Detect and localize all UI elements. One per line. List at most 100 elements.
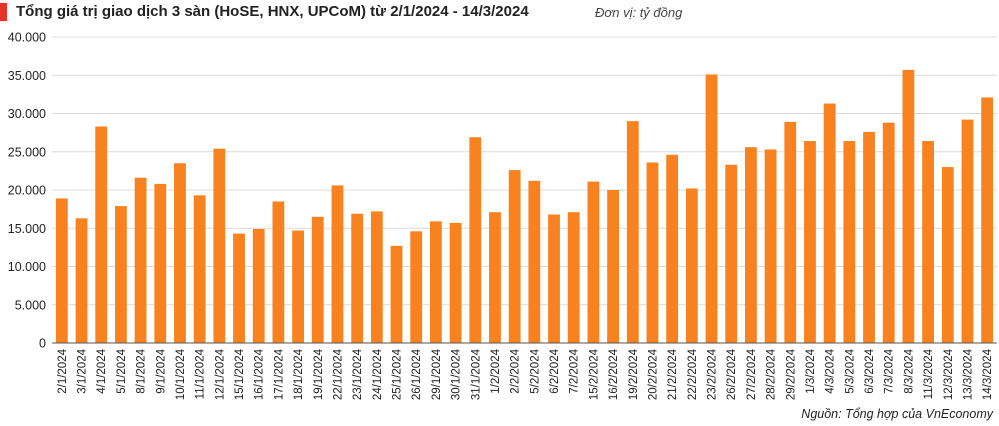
y-axis-tick-labels: 0 5.000 10.000 15.000 20.000 25.000 30.000 35.0… xyxy=(8,31,46,351)
x-tick-label: 15/2/2024 xyxy=(588,348,600,400)
x-tick-label: 19/2/2024 xyxy=(628,348,640,400)
grid-lines xyxy=(52,36,997,306)
x-tick-label: 19/1/2024 xyxy=(313,348,325,400)
y-tick-label: 25.000 xyxy=(8,145,46,159)
x-tick-label: 6/3/2024 xyxy=(864,348,876,393)
bar xyxy=(863,131,875,343)
accent-bar xyxy=(0,3,7,21)
bar xyxy=(252,229,265,343)
x-tick-label: 15/1/2024 xyxy=(234,348,246,400)
x-tick-label: 16/1/2024 xyxy=(254,348,266,400)
bar xyxy=(390,245,403,343)
bar xyxy=(95,126,108,343)
bar xyxy=(331,185,344,343)
x-tick-label: 4/3/2024 xyxy=(825,348,837,393)
x-tick-label: 29/2/2024 xyxy=(785,348,797,400)
bar xyxy=(311,216,324,343)
bar xyxy=(764,149,777,343)
bar xyxy=(961,119,974,344)
x-tick-label: 2/1/2024 xyxy=(57,348,69,393)
bar xyxy=(449,222,462,343)
x-tick-label: 14/3/2024 xyxy=(982,348,994,400)
bar xyxy=(548,214,560,343)
bar xyxy=(784,121,797,343)
bar xyxy=(370,211,383,343)
chart-title: Tổng giá trị giao dịch 3 sàn (HoSE, HNX,… xyxy=(16,3,529,20)
y-tick-label: 40.000 xyxy=(8,31,46,45)
bar xyxy=(154,183,167,343)
bar xyxy=(804,141,816,343)
x-tick-label: 17/1/2024 xyxy=(273,348,285,400)
x-tick-label: 23/2/2024 xyxy=(707,348,719,400)
x-tick-label: 8/3/2024 xyxy=(903,348,915,393)
bar xyxy=(469,137,482,343)
chart-header: Tổng giá trị giao dịch 3 sàn (HoSE, HNX,… xyxy=(0,0,999,26)
x-tick-label: 31/1/2024 xyxy=(470,348,482,400)
x-tick-label: 12/3/2024 xyxy=(943,348,955,400)
x-tick-label: 10/1/2024 xyxy=(175,348,187,400)
y-tick-label: 0 xyxy=(39,337,46,351)
bar xyxy=(587,181,600,343)
bar xyxy=(646,162,659,343)
x-tick-label: 8/1/2024 xyxy=(136,348,148,393)
x-tick-label: 20/2/2024 xyxy=(647,348,659,400)
bar xyxy=(626,121,639,344)
bar xyxy=(55,198,68,343)
bar xyxy=(666,154,679,343)
x-tick-label: 30/1/2024 xyxy=(451,348,463,400)
x-tick-label: 18/1/2024 xyxy=(293,348,305,400)
x-tick-label: 1/2/2024 xyxy=(490,348,502,393)
y-tick-label: 20.000 xyxy=(8,184,46,198)
bar xyxy=(941,167,954,343)
bars xyxy=(55,69,994,344)
source-note: Nguồn: Tổng hợp của VnEconomy xyxy=(801,407,993,421)
x-tick-label: 7/3/2024 xyxy=(884,348,896,393)
bar xyxy=(981,97,994,343)
x-tick-label: 7/2/2024 xyxy=(569,348,581,393)
bar xyxy=(174,163,186,343)
y-tick-label: 15.000 xyxy=(8,222,46,236)
x-tick-label: 6/2/2024 xyxy=(549,348,561,393)
y-tick-label: 10.000 xyxy=(8,260,46,274)
x-tick-label: 2/2/2024 xyxy=(510,348,522,393)
x-tick-label: 12/1/2024 xyxy=(214,348,226,400)
bar xyxy=(567,212,580,343)
x-tick-label: 4/1/2024 xyxy=(96,348,108,393)
x-tick-label: 25/1/2024 xyxy=(392,348,404,400)
bar xyxy=(922,141,934,343)
bar xyxy=(843,141,856,343)
x-tick-label: 9/1/2024 xyxy=(155,348,167,393)
y-tick-label: 5.000 xyxy=(15,298,46,312)
unit-label: Đơn vị: tỷ đồng xyxy=(595,5,683,20)
x-tick-label: 13/3/2024 xyxy=(962,348,974,400)
x-tick-label: 29/1/2024 xyxy=(431,348,443,400)
x-tick-label: 1/3/2024 xyxy=(805,348,817,393)
x-tick-label: 22/2/2024 xyxy=(687,348,699,400)
y-tick-label: 35.000 xyxy=(8,69,46,83)
bar xyxy=(882,122,895,344)
x-tick-label: 24/1/2024 xyxy=(372,348,384,400)
bar xyxy=(508,170,521,343)
bar xyxy=(823,103,836,344)
bar xyxy=(489,212,501,343)
x-tick-label: 11/1/2024 xyxy=(195,348,207,399)
bar xyxy=(902,69,915,344)
bar xyxy=(725,164,738,343)
bar xyxy=(430,221,442,343)
bar xyxy=(213,148,226,343)
x-tick-label: 28/2/2024 xyxy=(766,348,778,400)
x-tick-label: 21/2/2024 xyxy=(667,348,679,400)
bar xyxy=(115,206,127,343)
bar xyxy=(351,213,364,343)
bar xyxy=(705,74,718,344)
bar xyxy=(75,218,88,343)
x-tick-label: 26/2/2024 xyxy=(726,348,738,400)
y-tick-label: 30.000 xyxy=(8,107,46,121)
x-tick-label: 11/3/2024 xyxy=(923,348,935,399)
bar xyxy=(193,195,206,343)
x-tick-label: 27/2/2024 xyxy=(746,348,758,400)
x-axis-tick-labels: 2/1/2024 3/1/2024 4/1/2024 5/1/2024 8/1/2024… xyxy=(57,348,994,400)
bar xyxy=(233,233,245,343)
bar xyxy=(685,188,698,343)
